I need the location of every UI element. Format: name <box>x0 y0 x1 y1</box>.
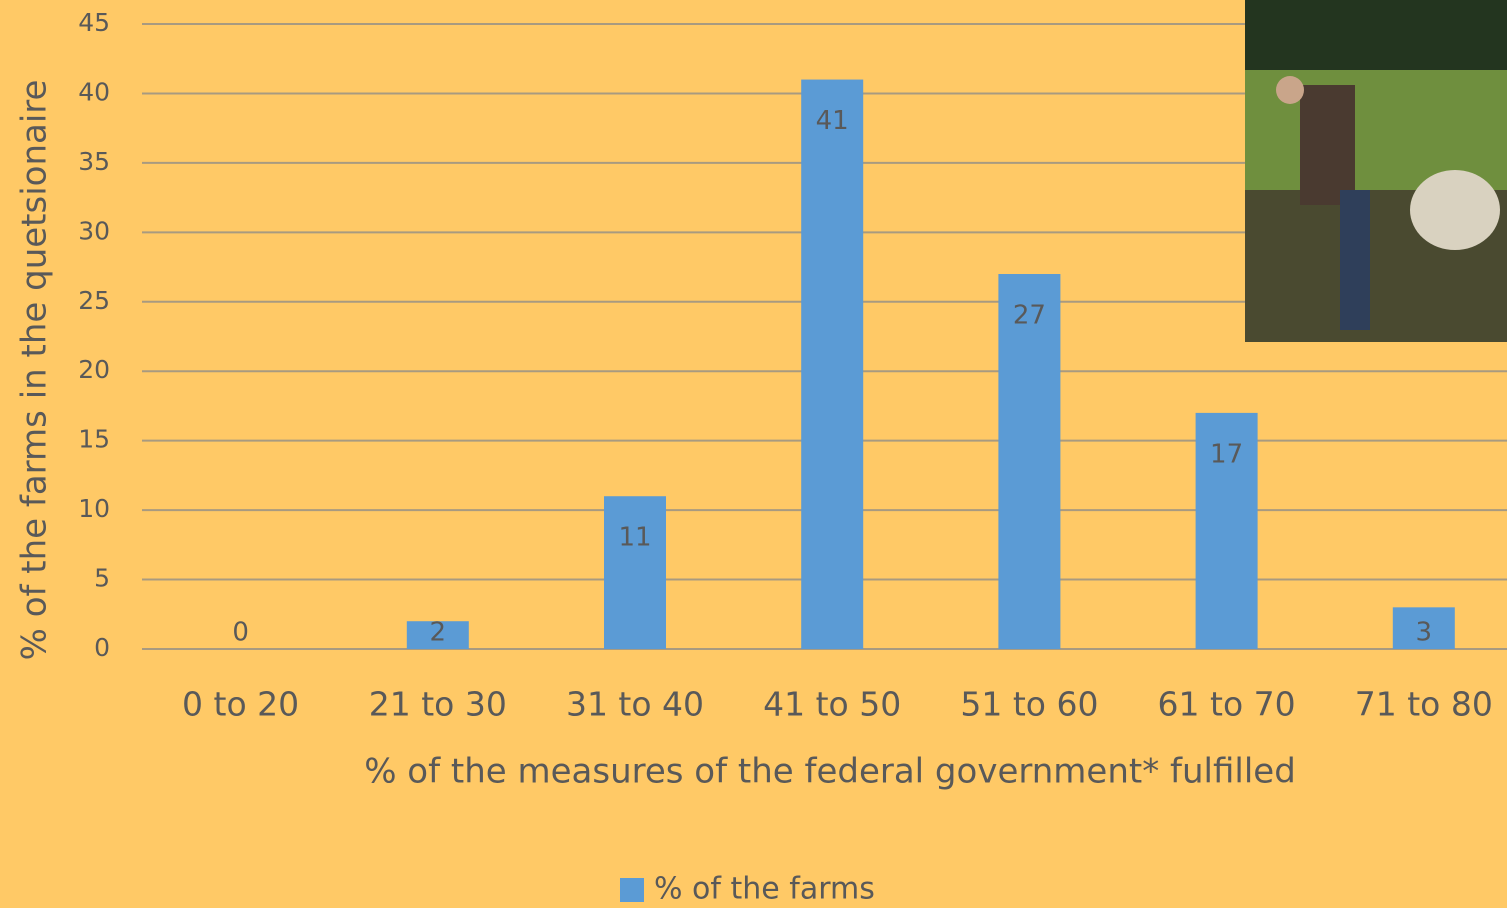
y-tick-label: 10 <box>78 494 110 523</box>
y-tick-label: 25 <box>78 286 110 315</box>
photo <box>1245 0 1507 342</box>
x-tick-label: 71 to 80 <box>1355 685 1493 724</box>
data-label: 27 <box>1013 301 1046 331</box>
bar <box>604 496 666 649</box>
y-tick-label: 35 <box>78 147 110 176</box>
legend-swatch <box>620 878 644 902</box>
y-tick-label: 15 <box>78 425 110 454</box>
x-tick-label: 61 to 70 <box>1158 685 1296 724</box>
data-label: 0 <box>232 618 249 648</box>
x-tick-label: 51 to 60 <box>960 685 1098 724</box>
x-tick-label: 41 to 50 <box>763 685 901 724</box>
data-label: 11 <box>618 523 651 553</box>
y-tick-label: 20 <box>78 355 110 384</box>
data-label: 2 <box>430 618 447 648</box>
y-tick-label: 30 <box>78 216 110 245</box>
data-label: 17 <box>1210 439 1243 469</box>
bar <box>801 79 864 650</box>
y-axis-title: % of the farms in the quetsionaire <box>15 80 55 661</box>
y-tick-label: 45 <box>78 8 110 37</box>
legend-label: % of the farms <box>654 872 875 907</box>
bar <box>1392 607 1455 649</box>
y-tick-label: 5 <box>94 564 110 593</box>
x-axis-title: % of the measures of the federal governm… <box>364 752 1296 792</box>
data-label: 41 <box>816 106 849 136</box>
bar <box>998 274 1061 649</box>
data-label: 3 <box>1416 618 1433 648</box>
bar <box>1195 412 1258 649</box>
x-tick-label: 31 to 40 <box>566 685 704 724</box>
x-tick-label: 0 to 20 <box>182 685 299 724</box>
bar <box>406 621 469 649</box>
x-tick-label: 21 to 30 <box>369 685 507 724</box>
y-tick-label: 40 <box>78 77 110 106</box>
y-tick-label: 0 <box>94 633 110 662</box>
